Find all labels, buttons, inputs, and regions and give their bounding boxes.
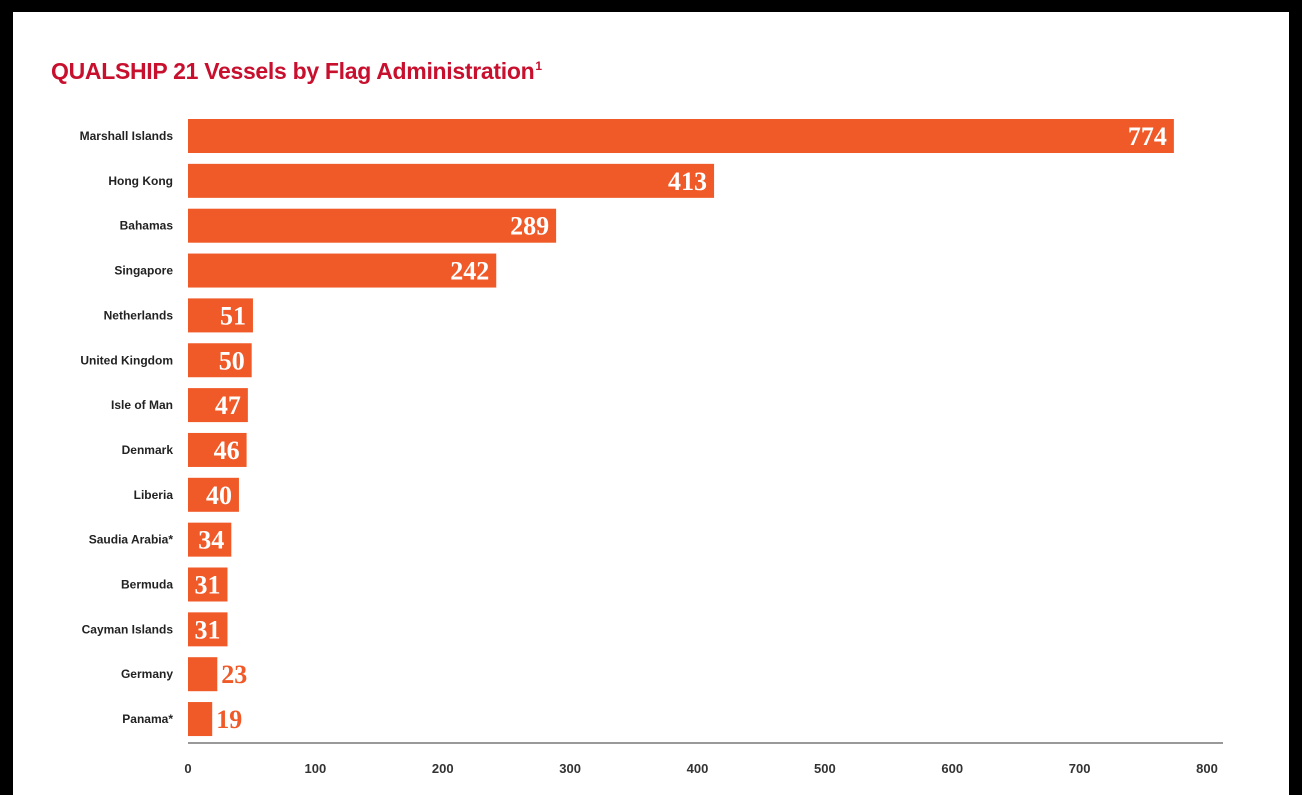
category-label: Isle of Man	[111, 398, 173, 412]
data-label: 19	[216, 705, 242, 734]
data-label: 23	[221, 660, 247, 689]
bar	[188, 477, 239, 512]
data-label: 34	[198, 526, 224, 555]
x-tick-label: 600	[941, 761, 963, 776]
x-tick-label: 500	[814, 761, 836, 776]
bar	[188, 702, 213, 737]
data-label: 46	[214, 436, 240, 465]
category-label: Saudia Arabia*	[89, 533, 174, 547]
category-label: Germany	[121, 667, 173, 681]
bar-chart: Marshall Islands 774 Hong Kong 413 Bahamas 28…	[80, 119, 1223, 776]
title-footnote-mark: 1	[535, 59, 542, 73]
category-label: Hong Kong	[108, 174, 173, 188]
category-label: United Kingdom	[80, 353, 173, 367]
data-label: 31	[194, 571, 220, 600]
data-label: 50	[219, 346, 245, 375]
chart-title: QUALSHIP 21 Vessels by Flag Administrati…	[51, 58, 542, 85]
category-label: Cayman Islands	[82, 622, 174, 636]
category-label: Bahamas	[120, 219, 174, 233]
chart-frame: QUALSHIP 21 Vessels by Flag Administrati…	[13, 12, 1289, 795]
data-label: 413	[668, 167, 707, 196]
category-label: Panama*	[122, 712, 173, 726]
bar	[188, 388, 248, 423]
category-label: Netherlands	[104, 308, 174, 322]
bar	[188, 119, 1174, 153]
category-label: Liberia	[134, 488, 174, 502]
data-label: 51	[220, 301, 246, 330]
bar	[188, 208, 557, 243]
category-label: Marshall Islands	[80, 129, 174, 143]
data-label: 40	[206, 481, 232, 510]
bar	[188, 567, 228, 602]
bar	[188, 432, 247, 467]
x-tick-label: 300	[559, 761, 581, 776]
x-tick-label: 800	[1196, 761, 1218, 776]
bar	[188, 253, 497, 288]
x-tick-label: 100	[305, 761, 327, 776]
data-label: 242	[450, 257, 489, 286]
x-tick-label: 700	[1069, 761, 1091, 776]
bar	[188, 298, 253, 333]
bar	[188, 612, 228, 647]
bar	[188, 343, 252, 378]
bar	[188, 522, 232, 557]
data-label: 774	[1128, 122, 1167, 151]
bar	[188, 163, 715, 198]
data-label: 289	[510, 212, 549, 241]
x-tick-label: 0	[184, 761, 191, 776]
bar	[188, 657, 218, 692]
category-label: Singapore	[114, 264, 173, 278]
data-label: 47	[215, 391, 241, 420]
x-tick-label: 400	[687, 761, 709, 776]
data-label: 31	[194, 615, 220, 644]
x-tick-label: 200	[432, 761, 454, 776]
chart-title-text: QUALSHIP 21 Vessels by Flag Administrati…	[51, 58, 535, 84]
category-label: Denmark	[122, 443, 174, 457]
category-label: Bermuda	[121, 578, 173, 592]
